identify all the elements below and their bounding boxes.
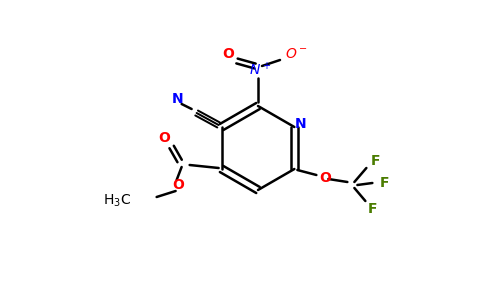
Text: O: O xyxy=(319,171,332,185)
Text: O: O xyxy=(159,131,170,145)
Text: N: N xyxy=(172,92,183,106)
Text: $N^+$: $N^+$ xyxy=(249,61,271,79)
Text: $O^-$: $O^-$ xyxy=(285,47,307,61)
Text: F: F xyxy=(371,154,380,168)
Text: O: O xyxy=(222,47,234,61)
Text: H$_3$C: H$_3$C xyxy=(103,193,131,209)
Text: F: F xyxy=(368,202,377,216)
Text: F: F xyxy=(379,176,389,190)
Text: O: O xyxy=(173,178,184,192)
Text: N: N xyxy=(295,117,306,131)
